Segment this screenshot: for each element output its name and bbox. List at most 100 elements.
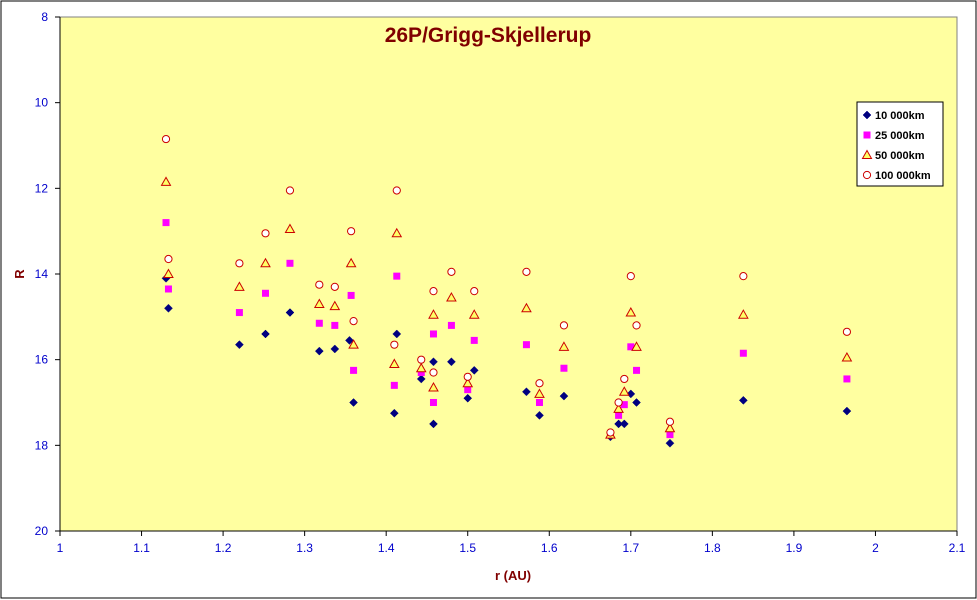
data-point xyxy=(521,302,532,313)
data-point xyxy=(429,368,438,377)
x-tick-label: 1 xyxy=(57,541,64,555)
data-point xyxy=(558,341,570,351)
data-point xyxy=(535,379,544,388)
data-point xyxy=(235,309,243,317)
data-point xyxy=(470,336,478,344)
data-point xyxy=(329,300,341,311)
data-point xyxy=(390,381,398,389)
data-point xyxy=(614,419,623,429)
data-point xyxy=(429,330,437,338)
data-point xyxy=(535,410,544,420)
x-axis-label: r (AU) xyxy=(495,568,531,583)
x-tick-label: 1.1 xyxy=(133,541,150,555)
data-point xyxy=(235,340,244,350)
data-point xyxy=(841,352,853,362)
data-point xyxy=(522,267,531,276)
data-point xyxy=(843,375,851,383)
data-point xyxy=(429,357,438,367)
data-point xyxy=(330,344,340,354)
data-point xyxy=(447,357,456,367)
data-point xyxy=(330,282,339,291)
data-point xyxy=(350,366,358,374)
legend-label: 100 000km xyxy=(875,170,931,182)
data-point xyxy=(347,291,355,299)
data-point xyxy=(164,254,173,264)
data-point xyxy=(234,281,245,291)
data-point xyxy=(615,411,623,419)
data-point xyxy=(389,408,399,418)
x-tick-label: 1.4 xyxy=(378,541,395,555)
data-point xyxy=(261,229,270,238)
y-tick-label: 8 xyxy=(41,10,48,24)
data-point xyxy=(348,339,359,349)
data-point xyxy=(261,289,269,297)
data-point xyxy=(162,219,170,227)
data-point xyxy=(428,381,439,392)
data-point xyxy=(315,319,323,327)
axes: 1 1.1 1.2 1.3 1.4 1.5 1.6 1.7 1.8 1.9 2 2.1 8 10 12 14 1… xyxy=(35,10,966,555)
data-point xyxy=(739,349,747,357)
data-point xyxy=(417,369,425,377)
data-point xyxy=(313,298,325,308)
y-tick-label: 10 xyxy=(35,96,49,110)
y-tick-label: 14 xyxy=(35,267,49,281)
legend-box xyxy=(856,101,944,187)
x-tick-label: 1.8 xyxy=(704,541,721,555)
y-tick-label: 18 xyxy=(35,438,49,452)
data-point xyxy=(314,346,324,356)
data-point xyxy=(392,329,402,339)
x-tick-label: 1.9 xyxy=(786,541,803,555)
data-point xyxy=(665,438,675,448)
x-tick-label: 1.6 xyxy=(541,541,558,555)
data-point xyxy=(632,321,641,330)
data-point xyxy=(345,257,357,268)
data-point xyxy=(429,399,437,406)
data-point xyxy=(632,398,641,407)
data-point xyxy=(626,272,635,281)
data-point xyxy=(429,419,438,429)
legend-label: 25 000km xyxy=(875,130,925,142)
data-point xyxy=(625,307,637,317)
data-point xyxy=(428,309,439,319)
data-point xyxy=(349,398,358,407)
data-point xyxy=(739,272,748,281)
data-point xyxy=(315,280,324,289)
data-point xyxy=(738,396,748,405)
data-point xyxy=(285,186,295,195)
data-point xyxy=(613,403,624,413)
series-3 xyxy=(160,176,853,439)
plot-area xyxy=(59,16,958,532)
series-4 xyxy=(161,134,852,437)
data-point xyxy=(286,259,294,267)
data-point xyxy=(284,223,296,234)
data-points xyxy=(160,134,853,448)
data-point xyxy=(345,336,354,345)
chart-title: 26P/Grigg-Skjellerup xyxy=(385,24,592,47)
data-point xyxy=(627,343,635,351)
data-point xyxy=(842,327,852,336)
data-point xyxy=(469,366,479,375)
data-point xyxy=(417,355,426,364)
series-1 xyxy=(161,273,852,448)
data-point xyxy=(164,285,172,293)
data-point xyxy=(446,292,457,302)
data-point xyxy=(391,227,403,238)
data-point xyxy=(447,267,456,276)
data-point xyxy=(429,287,438,296)
data-point xyxy=(468,309,480,319)
legend-marker xyxy=(862,170,872,180)
data-point xyxy=(620,401,628,409)
legend-marker xyxy=(861,149,873,159)
x-tick-label: 1.5 xyxy=(459,541,476,555)
data-point xyxy=(560,364,568,372)
legend-marker xyxy=(863,131,871,139)
data-point xyxy=(390,340,399,349)
data-point xyxy=(393,272,401,280)
data-point xyxy=(235,259,244,268)
data-point xyxy=(631,341,642,351)
data-point xyxy=(522,341,530,349)
data-point xyxy=(470,287,479,296)
x-tick-label: 1.7 xyxy=(622,541,639,555)
